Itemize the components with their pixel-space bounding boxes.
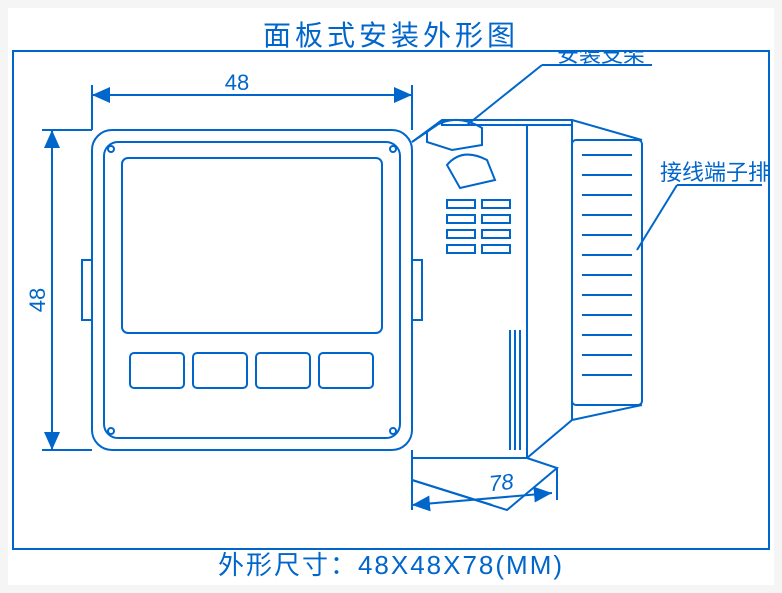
diagram-footer: 外形尺寸：48X48X78(MM) [8, 545, 774, 582]
device-drawing: 48 48 78 安装支架 接线端子排 [12, 50, 770, 550]
dim-depth: 78 [488, 469, 516, 497]
diagram-title: 面板式安装外形图 [8, 14, 774, 54]
dim-width: 48 [225, 70, 249, 95]
label-terminal: 接线端子排 [660, 160, 770, 185]
dim-height: 48 [25, 288, 50, 312]
diagram-frame: 面板式安装外形图 [8, 8, 774, 585]
drawing-canvas: 48 48 78 安装支架 接线端子排 [12, 50, 770, 550]
label-bracket: 安装支架 [557, 50, 645, 67]
